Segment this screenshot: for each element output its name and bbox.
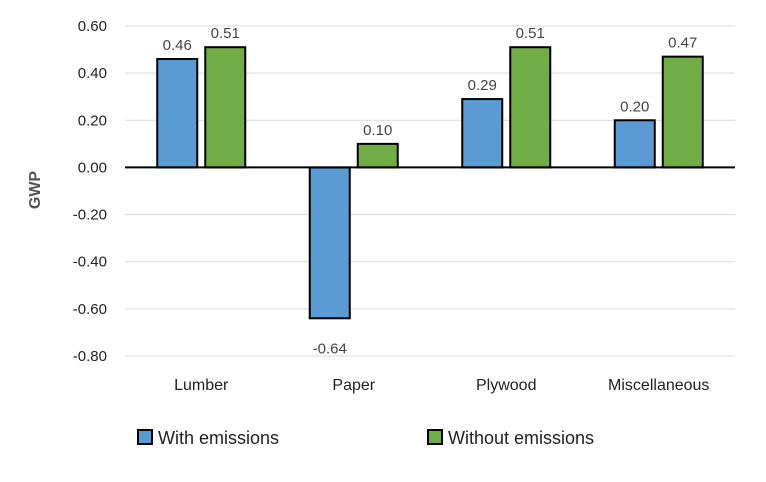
y-axis-ticks: 0.60 0.40 0.20 0.00 -0.20 -0.40 -0.60 -0.80 <box>73 18 107 365</box>
category-label: Miscellaneous <box>608 377 709 394</box>
category-label: Plywood <box>476 377 536 394</box>
data-label: 0.47 <box>668 35 697 52</box>
legend-swatch <box>137 429 153 445</box>
bar-with-emissions <box>613 119 656 169</box>
legend: With emissions Without emissions <box>137 428 594 448</box>
category-label: Lumber <box>174 377 229 394</box>
y-tick-label: -0.60 <box>73 301 107 318</box>
bars <box>156 46 704 320</box>
y-tick-label: -0.40 <box>73 254 107 271</box>
data-label: 0.29 <box>468 77 497 94</box>
y-tick-label: 0.40 <box>78 65 107 82</box>
data-label: 0.51 <box>211 25 240 42</box>
y-tick-label: 0.00 <box>78 159 107 176</box>
legend-label: With emissions <box>158 428 279 448</box>
bar-without-emissions <box>661 55 704 169</box>
y-tick-label: 0.20 <box>78 112 107 129</box>
data-label: -0.64 <box>313 340 347 357</box>
legend-label: Without emissions <box>448 428 594 448</box>
y-tick-label: 0.60 <box>78 18 107 35</box>
y-tick-label: -0.20 <box>73 207 107 224</box>
data-label: 0.51 <box>516 25 545 42</box>
data-label: 0.46 <box>163 37 192 54</box>
bar-without-emissions <box>204 46 247 169</box>
legend-swatch <box>427 429 443 445</box>
data-label: 0.10 <box>363 122 392 139</box>
bar-with-emissions <box>156 58 199 169</box>
category-label: Paper <box>332 377 375 394</box>
x-axis-categories: Lumber Paper Plywood Miscellaneous <box>174 377 709 394</box>
bar-without-emissions <box>509 46 552 169</box>
data-labels: 0.46 0.51 -0.64 0.10 0.29 0.51 0.20 0.47 <box>163 25 698 357</box>
y-tick-label: -0.80 <box>73 348 107 365</box>
bar-with-emissions <box>461 98 504 169</box>
bar-with-emissions <box>308 166 351 320</box>
bar-without-emissions <box>356 142 399 169</box>
data-label: 0.20 <box>620 98 649 115</box>
y-axis-title: GWP <box>27 171 44 210</box>
